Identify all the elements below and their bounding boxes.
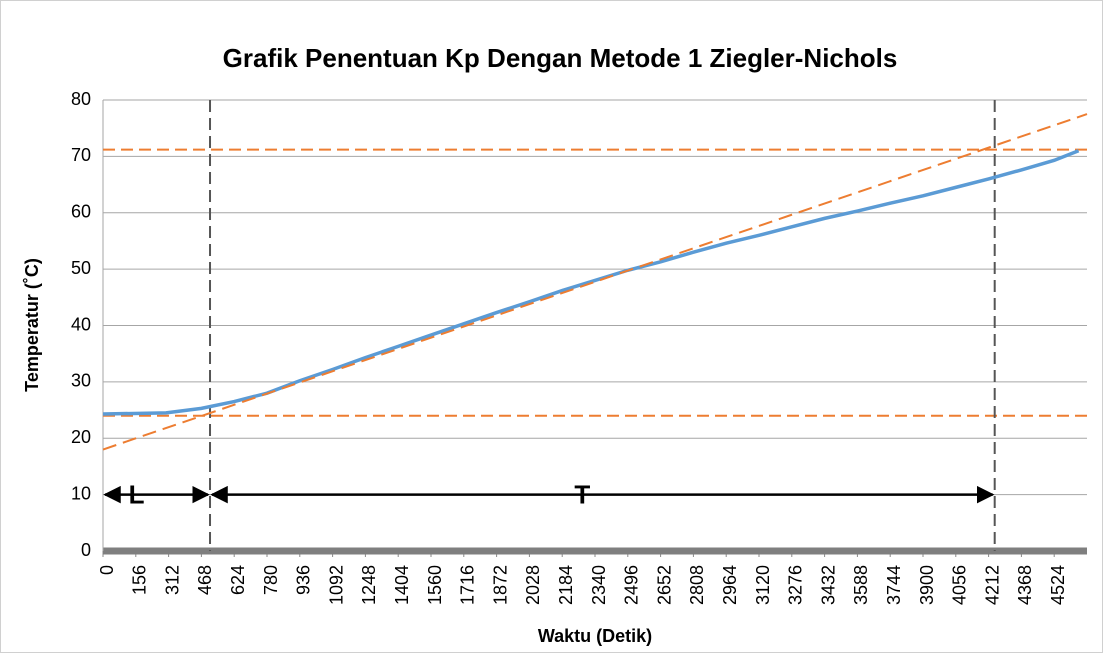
x-tick-label: 2808 bbox=[687, 565, 707, 605]
x-tick-label: 4056 bbox=[950, 565, 970, 605]
annotation: L bbox=[129, 480, 145, 510]
x-tick-label: 624 bbox=[228, 565, 248, 595]
y-tick-label: 10 bbox=[71, 483, 91, 503]
y-tick-label: 0 bbox=[81, 540, 91, 560]
y-tick-label: 80 bbox=[71, 89, 91, 109]
x-tick-label: 4212 bbox=[982, 565, 1002, 605]
x-tick-label: 780 bbox=[261, 565, 281, 595]
x-tick-label: 0 bbox=[97, 565, 117, 575]
x-tick-label: 1560 bbox=[425, 565, 445, 605]
x-tick-label: 1872 bbox=[490, 565, 510, 605]
x-tick-label: 1716 bbox=[458, 565, 478, 605]
y-tick-label: 60 bbox=[71, 202, 91, 222]
x-axis-label: Waktu (Detik) bbox=[538, 626, 652, 646]
y-tick-label: 20 bbox=[71, 427, 91, 447]
chart-title: Grafik Penentuan Kp Dengan Metode 1 Zieg… bbox=[223, 43, 898, 73]
x-tick-label: 468 bbox=[195, 565, 215, 595]
y-tick-label: 70 bbox=[71, 145, 91, 165]
x-tick-label: 2184 bbox=[556, 565, 576, 605]
y-tick-label: 30 bbox=[71, 371, 91, 391]
x-tick-label: 3900 bbox=[917, 565, 937, 605]
x-tick-label: 3120 bbox=[753, 565, 773, 605]
y-tick-label: 40 bbox=[71, 314, 91, 334]
x-tick-label: 3744 bbox=[884, 565, 904, 605]
x-tick-label: 1404 bbox=[392, 565, 412, 605]
x-tick-label: 1092 bbox=[326, 565, 346, 605]
x-tick-label: 2652 bbox=[654, 565, 674, 605]
y-axis-label: Temperatur (˚C) bbox=[22, 258, 42, 392]
x-tick-label: 2340 bbox=[589, 565, 609, 605]
x-tick-label: 3432 bbox=[818, 565, 838, 605]
x-tick-label: 2496 bbox=[622, 565, 642, 605]
x-tick-label: 2964 bbox=[720, 565, 740, 605]
x-tick-label: 4368 bbox=[1015, 565, 1035, 605]
x-tick-label: 3588 bbox=[851, 565, 871, 605]
data-line bbox=[102, 113, 1088, 451]
x-tick-label: 156 bbox=[130, 565, 150, 595]
x-tick-label: 1248 bbox=[359, 565, 379, 605]
x-tick-label: 2028 bbox=[523, 565, 543, 605]
x-tick-label: 312 bbox=[162, 565, 182, 595]
x-tick-label: 936 bbox=[294, 565, 314, 595]
x-tick-label: 3276 bbox=[786, 565, 806, 605]
x-tick-label: 4524 bbox=[1048, 565, 1068, 605]
annotation: T bbox=[574, 480, 590, 510]
y-tick-label: 50 bbox=[71, 258, 91, 278]
